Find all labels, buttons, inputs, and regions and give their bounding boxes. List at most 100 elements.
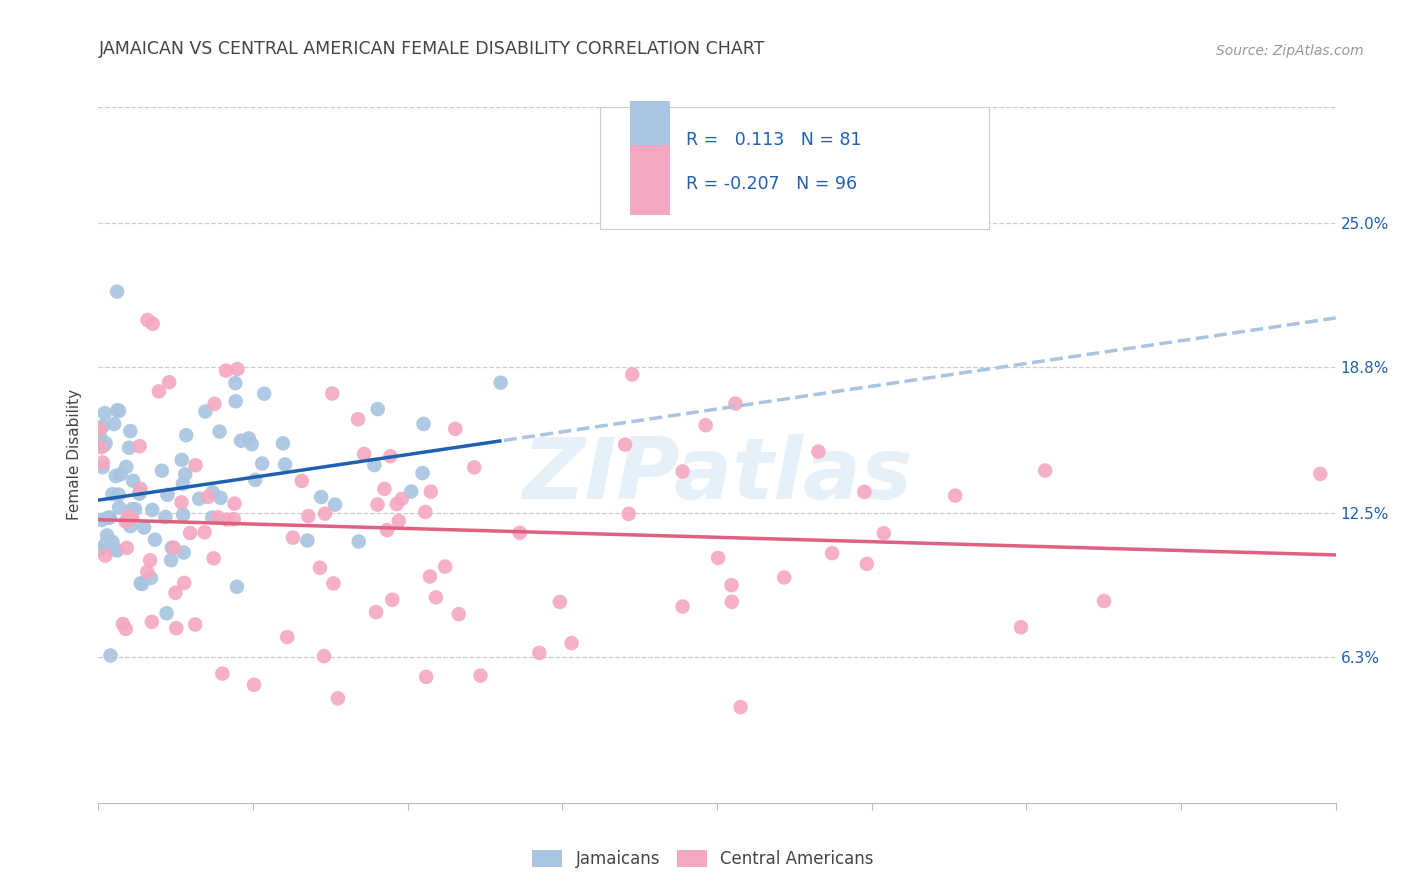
Point: [121, 511, 143, 525]
Point: [322, 576, 344, 591]
Point: [489, 376, 512, 390]
Point: [105, 403, 128, 417]
Point: [128, 439, 150, 453]
Point: [281, 531, 304, 545]
Point: [91, 419, 114, 434]
Point: [388, 514, 411, 528]
Point: [309, 490, 332, 504]
Point: [367, 402, 389, 417]
Point: [103, 417, 125, 431]
Point: [93, 406, 115, 420]
Point: [91, 456, 114, 470]
Point: [548, 595, 571, 609]
Point: [101, 535, 124, 549]
Point: [373, 482, 395, 496]
Point: [434, 559, 457, 574]
Point: [873, 526, 896, 541]
Point: [129, 576, 152, 591]
Point: [139, 553, 162, 567]
Point: [121, 502, 143, 516]
Point: [807, 444, 830, 458]
Point: [347, 534, 370, 549]
Point: [165, 621, 187, 635]
Point: [380, 449, 402, 463]
Point: [124, 502, 146, 516]
Point: [114, 622, 136, 636]
Point: [202, 551, 225, 566]
Point: [173, 545, 195, 559]
Point: [204, 397, 226, 411]
Point: [447, 607, 470, 622]
Point: [94, 549, 117, 563]
Point: [120, 424, 142, 438]
Point: [93, 439, 115, 453]
FancyBboxPatch shape: [630, 102, 671, 171]
Point: [399, 484, 422, 499]
Point: [211, 666, 233, 681]
Point: [250, 457, 273, 471]
Point: [136, 313, 159, 327]
Point: [174, 428, 197, 442]
Point: [89, 422, 111, 436]
Point: [529, 646, 551, 660]
Point: [174, 467, 197, 482]
Point: [217, 512, 239, 526]
Point: [132, 520, 155, 534]
Point: [188, 491, 211, 506]
Point: [375, 523, 398, 537]
Point: [98, 510, 121, 524]
Point: [89, 542, 111, 557]
Point: [139, 571, 162, 585]
Point: [222, 512, 245, 526]
Point: [614, 437, 637, 451]
Point: [90, 440, 112, 454]
FancyBboxPatch shape: [599, 107, 990, 229]
Point: [853, 484, 876, 499]
Point: [444, 422, 467, 436]
Point: [128, 486, 150, 500]
Point: [470, 668, 492, 682]
Legend: Jamaicans, Central Americans: Jamaicans, Central Americans: [526, 843, 880, 875]
Point: [136, 565, 159, 579]
Point: [672, 599, 695, 614]
Point: [1033, 463, 1056, 477]
Point: [364, 605, 387, 619]
Point: [173, 575, 195, 590]
Point: [131, 577, 153, 591]
Point: [90, 513, 112, 527]
Point: [231, 434, 253, 448]
Point: [156, 488, 179, 502]
Point: [141, 503, 163, 517]
Point: [415, 670, 437, 684]
Point: [730, 700, 752, 714]
Point: [103, 542, 125, 557]
Point: [391, 491, 413, 506]
Point: [314, 507, 336, 521]
Point: [312, 649, 335, 664]
Point: [695, 418, 717, 433]
Point: [108, 404, 131, 418]
Point: [129, 482, 152, 496]
Point: [105, 543, 128, 558]
Point: [201, 485, 224, 500]
Point: [509, 525, 531, 540]
Point: [297, 509, 319, 524]
Point: [671, 465, 693, 479]
Point: [225, 580, 247, 594]
Point: [89, 430, 111, 444]
Point: [94, 537, 117, 551]
Point: [170, 495, 193, 509]
Point: [118, 441, 141, 455]
Point: [309, 560, 332, 574]
Point: [419, 484, 441, 499]
Point: [274, 458, 297, 472]
Point: [142, 317, 165, 331]
Point: [96, 528, 118, 542]
Point: [821, 546, 844, 560]
Point: [297, 533, 319, 548]
Point: [197, 490, 219, 504]
Point: [117, 512, 139, 526]
Point: [207, 510, 229, 524]
Point: [107, 487, 129, 501]
Text: R =   0.113   N = 81: R = 0.113 N = 81: [686, 131, 862, 149]
